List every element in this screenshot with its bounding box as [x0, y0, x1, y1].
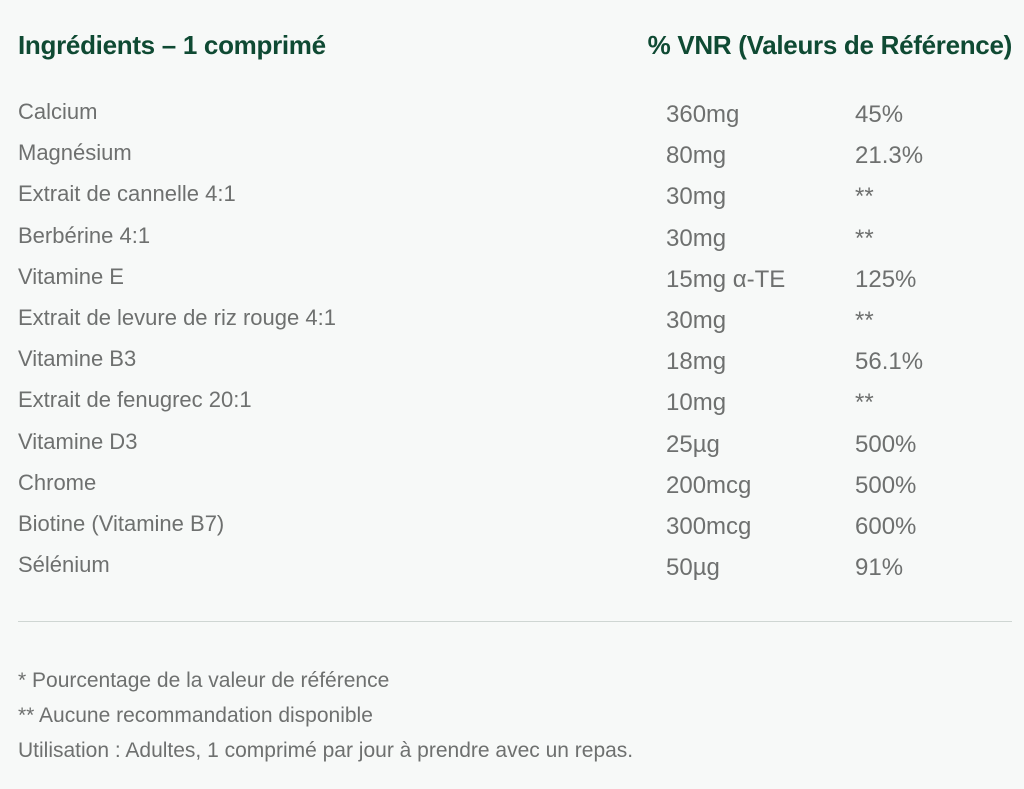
ingredient-name: Vitamine E [18, 263, 124, 289]
table-row: Vitamine D3 25µg 500% [0, 429, 1024, 470]
ingredient-amount: 30mg [666, 224, 727, 252]
vnr-heading: % VNR (Valeurs de Référence) [647, 30, 1013, 60]
ingredient-vnr: ** [855, 183, 874, 211]
ingredient-name: Vitamine B3 [18, 346, 137, 372]
table-row: Sélénium 50µg 91% [0, 552, 1024, 593]
ingredient-vnr: 91% [855, 554, 904, 582]
ingredient-vnr: 45% [855, 101, 904, 128]
ingredient-amount: 200mcg [666, 471, 752, 499]
ingredient-name: Magnésium [18, 140, 132, 166]
ingredient-vnr: 500% [855, 430, 917, 458]
ingredient-amount: 18mg [666, 348, 727, 376]
ingredient-name: Chrome [18, 469, 97, 495]
ingredient-amount: 50µg [666, 554, 720, 582]
divider [18, 621, 1012, 622]
ingredient-name: Extrait de cannelle 4:1 [18, 181, 236, 207]
ingredient-amount: 15mg α-TE [666, 265, 786, 293]
ingredient-amount: 80mg [666, 142, 727, 170]
table-row: Extrait de levure de riz rouge 4:1 30mg ** [0, 305, 1024, 346]
ingredient-amount: 360mg [666, 101, 740, 128]
ingredient-vnr: ** [855, 307, 874, 334]
usage-note: Utilisation : Adultes, 1 comprimé par jo… [18, 739, 634, 762]
ingredient-amount: 30mg [666, 307, 727, 334]
ingredient-vnr: 600% [855, 513, 917, 540]
table-row: Berbérine 4:1 30mg ** [0, 223, 1024, 264]
table-row: Vitamine E 15mg α-TE 125% [0, 264, 1024, 305]
table-row: Chrome 200mcg 500% [0, 470, 1024, 511]
ingredient-name: Berbérine 4:1 [18, 222, 151, 248]
ingredient-vnr: 56.1% [855, 348, 924, 376]
table-row: Vitamine B3 18mg 56.1% [0, 346, 1024, 387]
ingredient-vnr: ** [855, 389, 874, 417]
ingredient-name: Calcium [18, 99, 98, 124]
ingredient-name: Vitamine D3 [18, 428, 138, 454]
ingredient-amount: 30mg [666, 183, 727, 211]
ingredient-name: Extrait de fenugrec 20:1 [18, 387, 252, 413]
ingredient-amount: 25µg [666, 430, 720, 458]
ingredient-name: Sélénium [18, 552, 110, 578]
ingredient-vnr: 125% [855, 265, 917, 293]
table-row: Extrait de fenugrec 20:1 10mg ** [0, 387, 1024, 428]
ingredient-amount: 300mcg [666, 513, 752, 540]
table-row: Magnésium 80mg 21.3% [0, 140, 1024, 181]
ingredient-amount: 10mg [666, 389, 727, 417]
table-row: Calcium 360mg 45% [0, 99, 1024, 140]
footnote-reference: * Pourcentage de la valeur de référence [18, 669, 390, 692]
footnote-no-recommendation: ** Aucune recommandation disponible [18, 704, 373, 727]
ingredient-name: Extrait de levure de riz rouge 4:1 [18, 305, 336, 330]
ingredient-vnr: ** [855, 224, 874, 252]
ingredient-vnr: 500% [855, 471, 917, 499]
table-row: Biotine (Vitamine B7) 300mcg 600% [0, 511, 1024, 552]
table-row: Extrait de cannelle 4:1 30mg ** [0, 181, 1024, 222]
ingredient-name: Biotine (Vitamine B7) [18, 511, 225, 536]
ingredient-vnr: 21.3% [855, 142, 924, 170]
ingredients-heading: Ingrédients – 1 comprimé [18, 30, 326, 60]
